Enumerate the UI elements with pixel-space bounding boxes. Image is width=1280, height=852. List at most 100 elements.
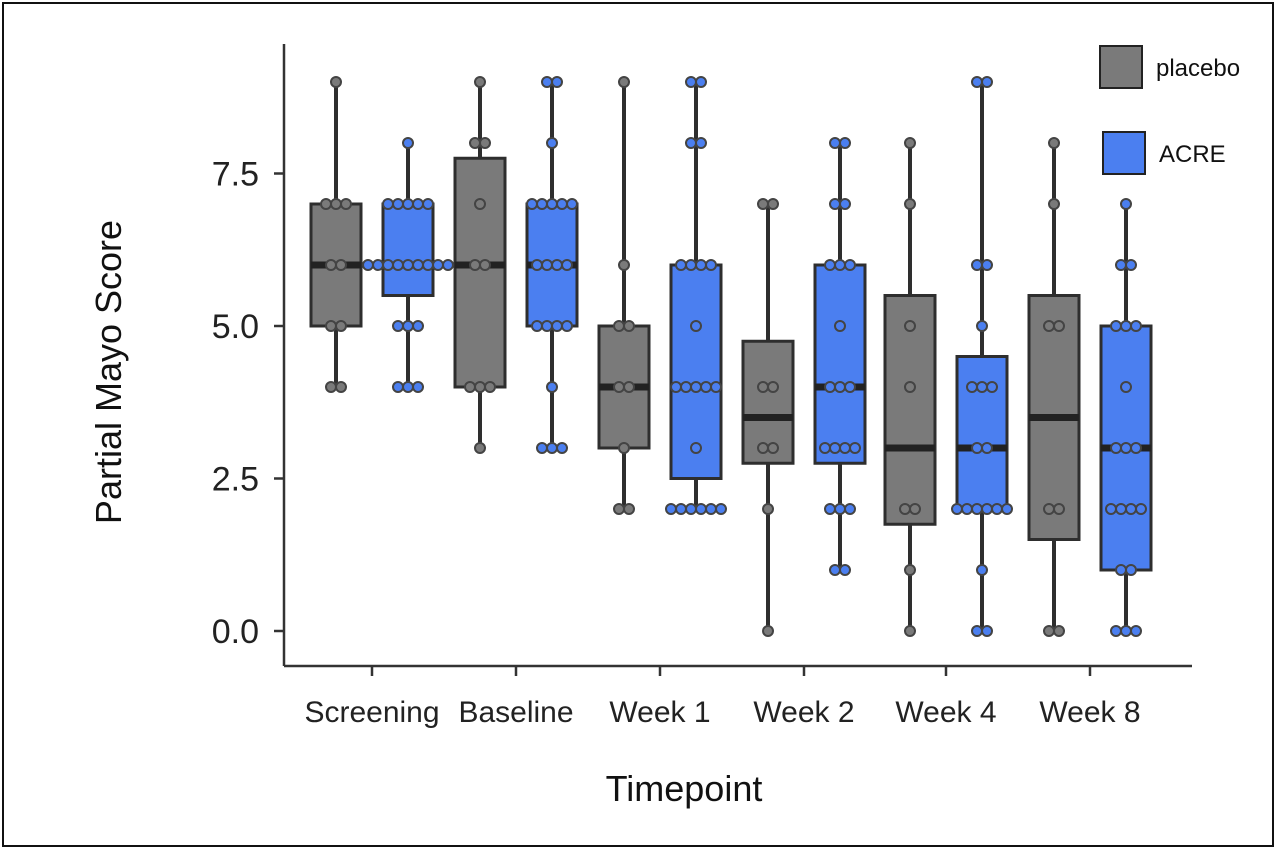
data-point [685,137,697,149]
data-point [1110,625,1122,637]
data-point [1105,503,1117,515]
box-acre-4 [951,76,1013,637]
data-point [695,503,707,515]
axes [282,44,1192,668]
data-point [976,381,988,393]
y-tick-label: 5.0 [212,308,259,346]
data-point [613,503,625,515]
data-point [824,381,836,393]
data-point [561,320,573,332]
data-point [767,381,779,393]
data-point [335,381,347,393]
data-point [839,564,851,576]
data-point [839,137,851,149]
data-point [705,259,717,271]
data-point [469,137,481,149]
data-point [618,442,630,454]
data-point [844,381,856,393]
iqr-box [883,294,937,526]
data-point [904,381,916,393]
data-point [834,259,846,271]
y-tick-label: 2.5 [212,461,259,499]
data-point [392,259,404,271]
x-ticks: Screening Baseline Week 1 Week 2 Week 4 Week … [304,666,1141,729]
data-point [690,442,702,454]
x-tick-label: Week 8 [1039,696,1140,729]
data-point [1120,198,1132,210]
data-point [412,259,424,271]
data-point [909,503,921,515]
iqr-box [453,156,507,389]
data-point [402,381,414,393]
data-point [685,76,697,88]
box-placebo-3 [741,198,795,637]
legend-label: ACRE [1159,141,1226,168]
data-point [464,381,476,393]
data-point [531,320,543,332]
data-point [1130,625,1142,637]
data-point [325,381,337,393]
data-point [849,442,861,454]
data-point [824,503,836,515]
data-point [757,442,769,454]
data-point [981,625,993,637]
data-point [670,381,682,393]
data-point [757,381,769,393]
legend: placebo ACRE [1099,45,1240,175]
data-point [700,381,712,393]
data-point [372,259,384,271]
legend-item-placebo: placebo [1099,45,1240,89]
legend-swatch [1102,131,1146,175]
data-point [1125,564,1137,576]
data-point [1053,503,1065,515]
data-point [834,320,846,332]
data-point [613,320,625,332]
data-point [330,198,342,210]
data-point [330,76,342,88]
box-placebo-0 [309,76,363,393]
iqr-box [381,202,435,297]
data-point [829,564,841,576]
data-point [710,381,722,393]
data-point [824,259,836,271]
data-point [382,198,394,210]
data-point [762,503,774,515]
data-point [1053,320,1065,332]
data-point [484,381,496,393]
data-point [695,76,707,88]
data-point [422,198,434,210]
iqr-box [741,339,795,465]
data-point [844,503,856,515]
iqr-box [955,355,1009,511]
data-point [479,137,491,149]
data-point [320,198,332,210]
y-ticks: 0.0 2.5 5.0 7.5 [212,156,284,651]
legend-swatch [1099,45,1143,89]
data-point [474,381,486,393]
data-point [402,259,414,271]
data-point [1115,259,1127,271]
data-point [844,259,856,271]
data-point [976,564,988,576]
data-point [829,198,841,210]
data-point [474,198,486,210]
box-acre-1 [525,76,579,454]
data-point [829,442,841,454]
box-placebo-4 [883,137,937,637]
x-tick-label: Baseline [458,696,573,729]
box-acre-3 [813,137,867,576]
data-point [839,198,851,210]
data-point [767,198,779,210]
data-point [1001,503,1013,515]
data-point [1048,137,1060,149]
data-point [618,76,630,88]
data-point [479,259,491,271]
y-tick-label: 0.0 [212,613,259,651]
data-point [966,381,978,393]
data-point [561,259,573,271]
data-point [904,564,916,576]
data-point [1043,625,1055,637]
data-point [551,259,563,271]
data-point [546,381,558,393]
